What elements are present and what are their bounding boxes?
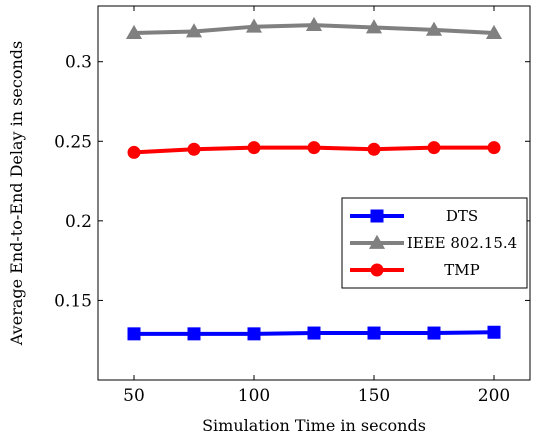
y-tick-label: 0.15: [54, 291, 92, 311]
y-tick-label: 0.2: [65, 212, 92, 232]
x-tick-label: 100: [238, 386, 270, 406]
data-point: [425, 21, 443, 36]
data-point: [187, 327, 201, 341]
axis-ticks: 50 100 150 200 0.15 0.2 0.25 0.3: [54, 6, 530, 406]
data-point: [427, 326, 441, 340]
series-triangle: [125, 16, 503, 39]
data-point: [127, 327, 141, 341]
data-point: [305, 16, 323, 31]
series-circle: [127, 141, 501, 159]
x-tick-label: 50: [123, 386, 145, 406]
series-layer: [125, 16, 503, 341]
legend-label: IEEE 802.15.4: [407, 234, 517, 252]
legend: DTS IEEE 802.15.4 TMP: [341, 197, 528, 289]
data-point: [127, 145, 141, 159]
data-point: [125, 24, 143, 39]
y-tick-label: 0.3: [65, 53, 92, 73]
data-point: [307, 141, 321, 155]
data-point: [427, 141, 441, 155]
legend-marker: [368, 234, 386, 249]
data-point: [247, 327, 261, 341]
data-point: [367, 326, 381, 340]
x-axis-label: Simulation Time in seconds: [202, 416, 426, 435]
series-square: [127, 325, 501, 341]
data-point: [245, 18, 263, 33]
data-point: [487, 325, 501, 339]
data-point: [365, 19, 383, 34]
data-point: [307, 326, 321, 340]
x-tick-label: 200: [478, 386, 510, 406]
y-tick-label: 0.25: [54, 132, 92, 152]
data-point: [487, 141, 501, 155]
data-point: [485, 24, 503, 39]
legend-marker: [370, 263, 384, 277]
data-point: [367, 142, 381, 156]
data-point: [185, 23, 203, 38]
legend-label: DTS: [446, 207, 478, 225]
data-point: [187, 142, 201, 156]
y-axis-label: Average End-to-End Delay in seconds: [7, 41, 26, 346]
plot-frame: [97, 5, 531, 381]
x-tick-label: 150: [358, 386, 390, 406]
legend-label: TMP: [444, 261, 479, 279]
legend-marker: [370, 209, 384, 223]
data-point: [247, 141, 261, 155]
